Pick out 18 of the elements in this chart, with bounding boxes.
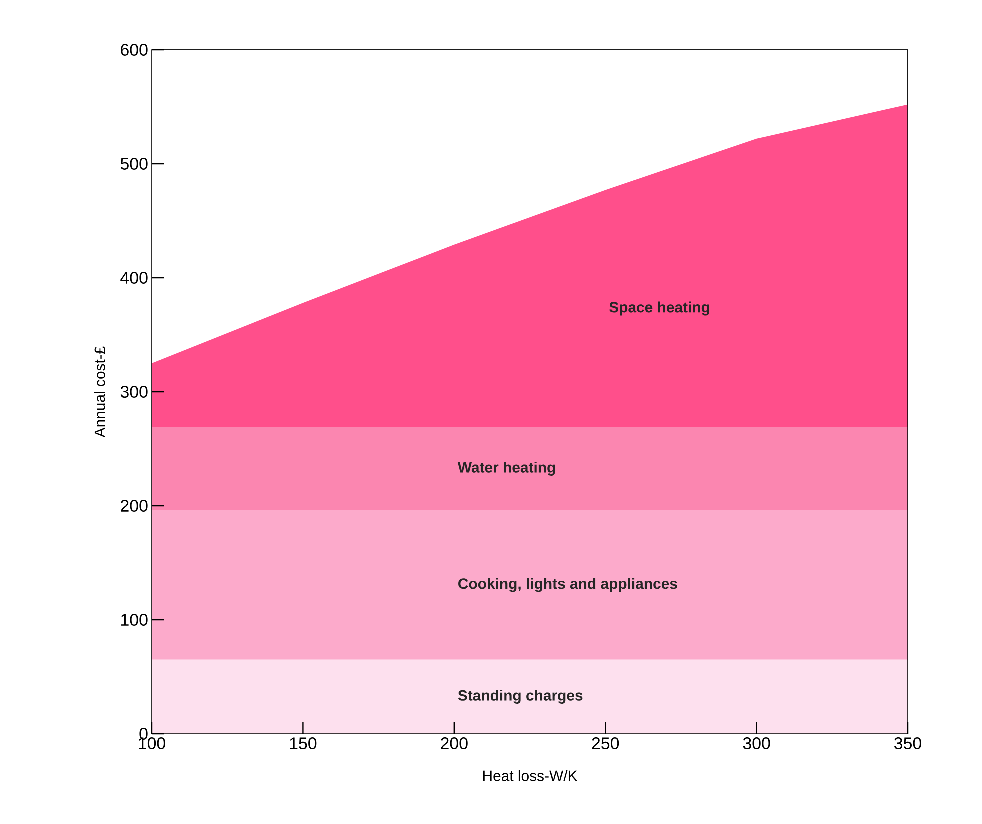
y-axis-title: Annual cost-£ bbox=[94, 346, 106, 438]
y-tick-label: 500 bbox=[120, 158, 148, 170]
series-label: Cooking, lights and appliances bbox=[458, 578, 678, 592]
y-tick-label: 600 bbox=[121, 44, 148, 56]
x-axis-title: Heat loss-W/K bbox=[483, 770, 578, 782]
y-tick-label: 300 bbox=[120, 386, 148, 398]
series-label: Space heating bbox=[610, 302, 710, 316]
x-tick-label: 300 bbox=[743, 738, 770, 750]
series-label: Water heating bbox=[458, 462, 556, 476]
y-tick-label: 200 bbox=[121, 500, 148, 512]
x-tick-label: 150 bbox=[290, 738, 317, 750]
x-tick-label: 100 bbox=[139, 738, 166, 750]
y-tick-label: 400 bbox=[120, 272, 148, 284]
series-label: Standing charges bbox=[458, 690, 583, 704]
x-tick-label: 200 bbox=[441, 738, 468, 750]
x-tick-label: 350 bbox=[894, 738, 922, 750]
y-tick-label: 100 bbox=[122, 614, 148, 626]
x-tick-label: 250 bbox=[592, 738, 620, 750]
